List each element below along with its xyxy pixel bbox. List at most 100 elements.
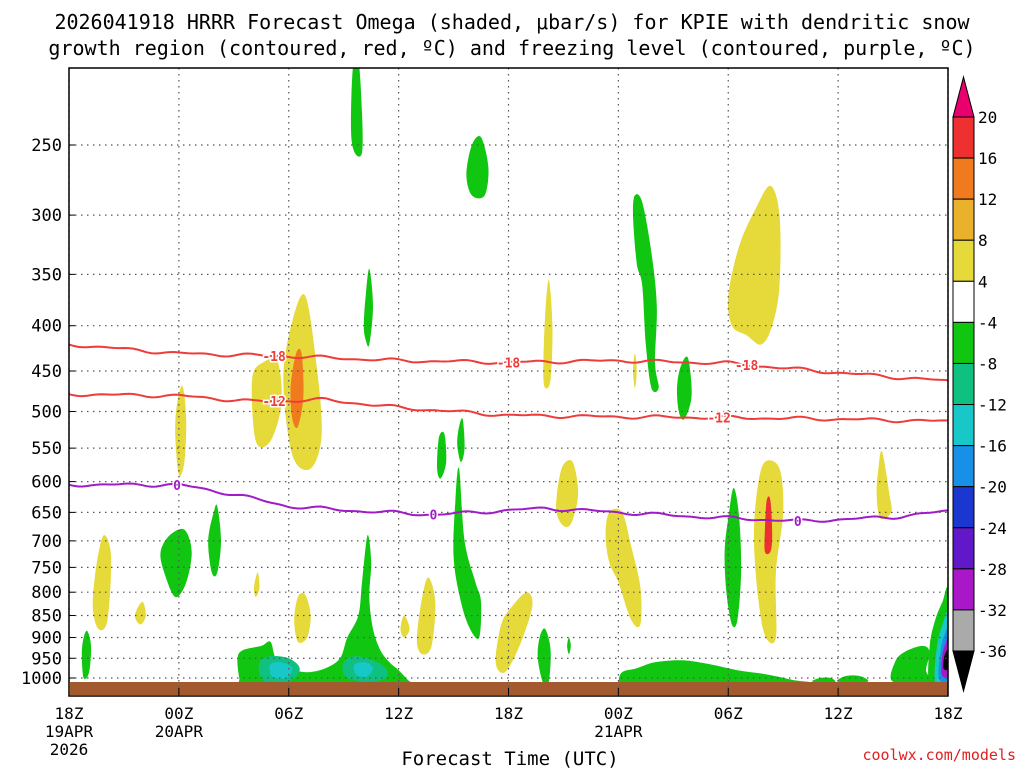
- omega-region-36: [676, 356, 692, 420]
- colorbar-label-3: 8: [978, 231, 988, 250]
- x-tick-label-36: 06Z: [714, 704, 743, 723]
- omega-region-7: [294, 592, 311, 643]
- y-tick-label-600: 600: [31, 473, 62, 493]
- omega-region-39: [811, 677, 836, 683]
- omega-region-13: [605, 508, 642, 628]
- colorbar-label-8: -16: [978, 437, 1007, 456]
- omega-region-25: [269, 662, 293, 679]
- colorbar-box-10: [952, 527, 975, 570]
- colorbar-label-9: -20: [978, 478, 1007, 497]
- contour-label--12-1: -12: [707, 412, 730, 427]
- colorbar-label-10: -24: [978, 519, 1007, 538]
- colorbar-label-6: -8: [978, 354, 997, 373]
- colorbar-label-7: -12: [978, 396, 1007, 415]
- colorbar-box-5: [952, 321, 975, 364]
- omega-region-40: [837, 675, 869, 683]
- colorbar-box-2: [952, 198, 975, 241]
- omega-region-6: [253, 572, 260, 597]
- omega-region-15: [727, 185, 781, 345]
- colorbar-label-2: 12: [978, 190, 997, 209]
- omega-region-20: [160, 528, 192, 598]
- y-tick-label-250: 250: [31, 136, 62, 156]
- contour-label-0-2: 0: [794, 515, 802, 530]
- x-tick-label-24: 18Z: [494, 704, 523, 723]
- x-tick-year-0: 2026: [50, 740, 89, 759]
- omega-region-19: [81, 630, 92, 680]
- omega-region-27: [350, 68, 363, 157]
- colorbar-box-7: [952, 404, 975, 447]
- omega-region-35: [632, 194, 659, 393]
- omega-region-37: [724, 488, 742, 628]
- y-tick-label-900: 900: [31, 628, 62, 648]
- omega-region-0: [92, 535, 112, 631]
- x-tick-label-12: 06Z: [274, 704, 303, 723]
- colorbar-bottom-arrow: [952, 650, 975, 693]
- colorbar-label-11: -28: [978, 560, 1007, 579]
- chart-title-line2: growth region (contoured, red, ºC) and f…: [48, 36, 975, 60]
- colorbar-label-13: -36: [978, 642, 1007, 661]
- omega-region-18: [876, 450, 892, 520]
- omega-region-2: [175, 385, 187, 477]
- omega-region-9: [400, 615, 410, 638]
- contour-label-0-0: 0: [173, 479, 181, 494]
- contour-label-0-1: 0: [430, 509, 438, 524]
- contour-line-0: [69, 482, 948, 523]
- omega-region-38: [604, 660, 814, 686]
- credit-text: coolwx.com/models: [862, 746, 1016, 764]
- contour-label--18-1: -18: [497, 356, 521, 371]
- y-tick-label-300: 300: [31, 206, 62, 226]
- grid-lines: [68, 68, 949, 696]
- omega-region-29: [466, 135, 489, 199]
- omega-region-22: [237, 534, 415, 687]
- contour-label--18-2: -18: [735, 359, 759, 374]
- omega-region-28: [363, 268, 373, 347]
- y-tick-label-650: 650: [31, 503, 62, 523]
- y-tick-label-400: 400: [31, 317, 62, 337]
- omega-region-32: [453, 467, 482, 639]
- omega-region-21: [208, 504, 221, 577]
- x-tick-date-0: 19APR: [45, 722, 94, 741]
- colorbar-box-12: [952, 609, 975, 652]
- y-axis: 2503003504004505005506006507007508008509…: [21, 136, 75, 689]
- x-tick-label-18: 12Z: [384, 704, 413, 723]
- omega-region-26: [353, 662, 374, 677]
- contour-line--12: [69, 392, 948, 424]
- omega-region-34: [567, 637, 571, 655]
- y-tick-label-1000: 1000: [21, 669, 62, 689]
- y-tick-label-550: 550: [31, 439, 62, 459]
- omega-region-5: [290, 348, 304, 428]
- x-tick-label-30: 00Z: [604, 704, 633, 723]
- y-tick-label-450: 450: [31, 362, 62, 382]
- y-tick-label-750: 750: [31, 558, 62, 578]
- y-tick-label-350: 350: [31, 265, 62, 285]
- omega-region-46: [943, 649, 948, 671]
- colorbar-label-12: -32: [978, 601, 1007, 620]
- contour-lines: -18 -18 -18 -12 -12 0 0 0: [69, 343, 948, 531]
- y-tick-label-800: 800: [31, 583, 62, 603]
- x-tick-label-0: 18Z: [55, 704, 84, 723]
- colorbar-label-1: 16: [978, 149, 997, 168]
- colorbar-label-4: 4: [978, 272, 988, 291]
- y-tick-label-950: 950: [31, 649, 62, 669]
- colorbar-label-5: -4: [978, 313, 997, 332]
- y-tick-label-500: 500: [31, 403, 62, 423]
- colorbar-box-1: [952, 157, 975, 200]
- contour-line--18: [69, 343, 948, 382]
- colorbar-box-4: [952, 280, 975, 323]
- colorbar: 20 16 12 8 4 -4 -8 -12 -16 -20 -24 -28 -32 -36: [952, 75, 1007, 693]
- omega-shaded-regions: [81, 68, 948, 695]
- x-axis-label: Forecast Time (UTC): [401, 748, 618, 768]
- x-tick-date-30: 21APR: [594, 722, 643, 741]
- x-tick-label-42: 12Z: [824, 704, 853, 723]
- colorbar-box-8: [952, 445, 975, 488]
- contour-label--12-0: -12: [262, 395, 285, 410]
- colorbar-box-11: [952, 568, 975, 611]
- y-tick-label-700: 700: [31, 532, 62, 552]
- colorbar-label-0: 20: [978, 108, 997, 127]
- x-tick-label-48: 18Z: [934, 704, 963, 723]
- colorbar-box-9: [952, 486, 975, 529]
- omega-region-33: [537, 628, 551, 687]
- omega-region-41: [890, 645, 932, 684]
